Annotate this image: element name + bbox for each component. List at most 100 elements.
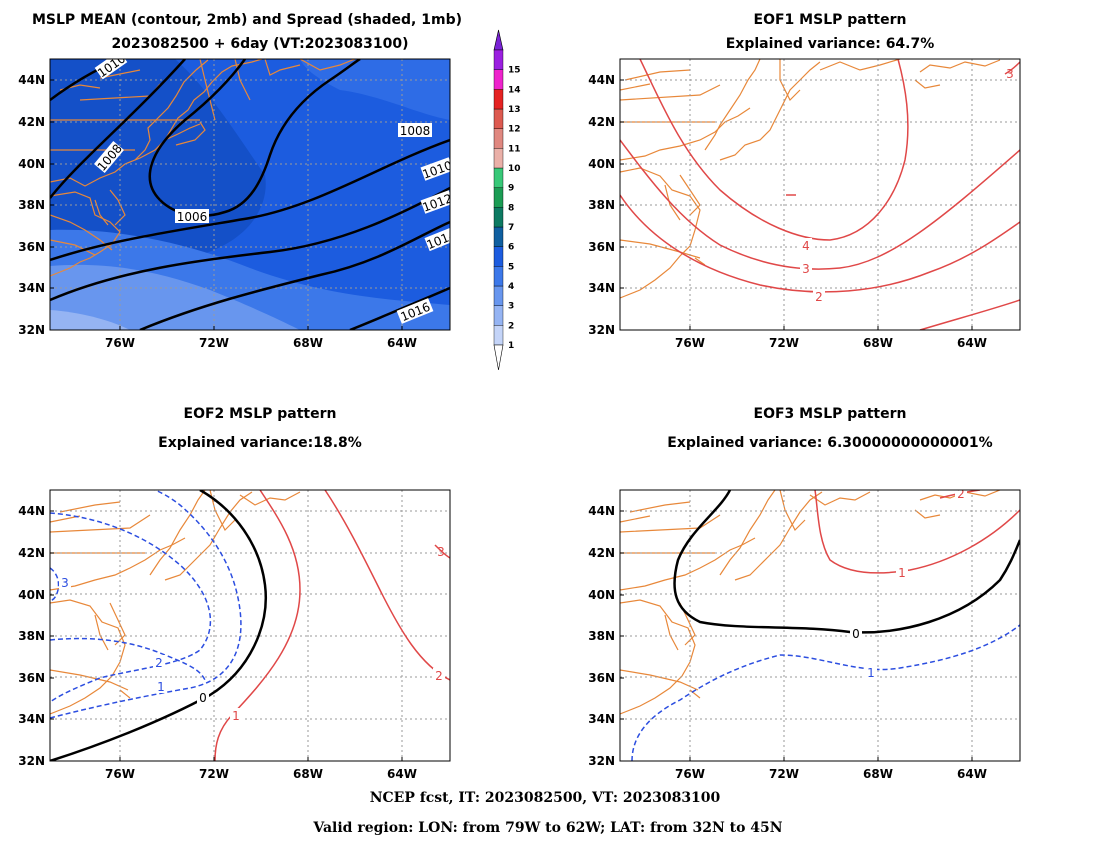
colorbar-label: 7 xyxy=(508,223,514,233)
lat-tick-label: 32N xyxy=(18,754,45,768)
eof2-labels: 3 2 1 0 1 2 3 xyxy=(59,545,445,723)
colorbar-swatch xyxy=(493,207,504,228)
contour-label: 1 xyxy=(898,566,906,580)
eof1-contours xyxy=(620,59,1020,330)
lon-tick-label: 76W xyxy=(675,767,705,781)
contour-label: 1 xyxy=(157,680,165,694)
lat-tick-label: 36N xyxy=(588,240,615,254)
contour-label: 3 xyxy=(437,545,445,559)
lat-tick-label: 38N xyxy=(588,629,615,643)
colorbar-swatch xyxy=(493,325,504,346)
contour-label: 3 xyxy=(1006,67,1014,81)
panel3-subtitle: Explained variance:18.8% xyxy=(158,435,362,451)
colorbar-swatch xyxy=(493,148,504,169)
contour-label: 2 xyxy=(155,656,163,670)
panel1-frame xyxy=(49,58,451,331)
lat-tick-label: 40N xyxy=(588,157,615,171)
lat-tick-label: 32N xyxy=(588,323,615,337)
lon-tick-label: 64W xyxy=(957,336,987,350)
lat-tick-label: 44N xyxy=(18,73,45,87)
colorbar-swatch xyxy=(493,128,504,149)
panel-eof1: EOF1 MSLP pattern Explained variance: 64… xyxy=(619,12,1021,331)
colorbar-swatch xyxy=(493,266,504,287)
lat-tick-label: 40N xyxy=(588,588,615,602)
lon-tick-label: 64W xyxy=(957,767,987,781)
lon-tick-label: 72W xyxy=(769,767,799,781)
lat-tick-label: 38N xyxy=(18,198,45,212)
eof2-zero-contour xyxy=(50,490,267,761)
lon-tick-label: 64W xyxy=(387,336,417,350)
colorbar-swatch xyxy=(493,167,504,188)
colorbar-swatch xyxy=(493,108,504,129)
colorbar-swatch xyxy=(493,69,504,90)
eof1-labels: 4 3 2 3 xyxy=(800,67,1014,304)
panel2-subtitle: Explained variance: 64.7% xyxy=(726,36,935,52)
contour-label: 0 xyxy=(199,691,207,705)
panel4-subtitle: Explained variance: 6.30000000000001% xyxy=(667,435,992,451)
colorbar-swatch xyxy=(493,305,504,326)
colorbar-label: 6 xyxy=(508,243,514,253)
coastlines xyxy=(620,59,1001,299)
colorbar-swatch xyxy=(493,285,504,306)
panel-mslp-mean: MSLP MEAN (contour, 2mb) and Spread (sha… xyxy=(32,12,462,331)
panel3-title: EOF2 MSLP pattern xyxy=(184,406,337,422)
gridlines xyxy=(620,59,1020,330)
footer-valid-region: Valid region: LON: from 79W to 62W; LAT:… xyxy=(312,820,782,836)
panel2-frame xyxy=(619,58,1021,331)
lat-tick-label: 38N xyxy=(18,629,45,643)
gridlines xyxy=(50,490,450,761)
panel4-frame xyxy=(619,489,1021,762)
lat-tick-label: 44N xyxy=(588,73,615,87)
colorbar-label: 2 xyxy=(508,321,514,331)
lat-tick-label: 34N xyxy=(18,281,45,295)
eof2-positive-contours xyxy=(214,490,450,761)
eof3-zero-contour xyxy=(673,490,1020,634)
lat-tick-label: 36N xyxy=(18,240,45,254)
contour-label: 2 xyxy=(957,487,965,501)
panel1-subtitle: 2023082500 + 6day (VT:2023083100) xyxy=(111,36,408,52)
lat-tick-label: 32N xyxy=(18,323,45,337)
colorbar-label: 13 xyxy=(508,105,521,115)
panel4-title: EOF3 MSLP pattern xyxy=(754,406,907,422)
contour-label: 0 xyxy=(852,627,860,641)
panel2-title: EOF1 MSLP pattern xyxy=(754,12,907,28)
lat-tick-label: 42N xyxy=(588,546,615,560)
colorbar-label: 8 xyxy=(508,203,514,213)
lat-tick-label: 42N xyxy=(18,546,45,560)
colorbar-label: 3 xyxy=(508,302,514,312)
isobar-label: 1006 xyxy=(177,210,208,224)
lat-tick-label: 34N xyxy=(18,712,45,726)
colorbar-label: 14 xyxy=(508,85,521,95)
spread-shading-3 xyxy=(50,264,300,330)
lon-tick-label: 64W xyxy=(387,767,417,781)
lat-tick-label: 44N xyxy=(18,504,45,518)
lon-tick-label: 72W xyxy=(199,336,229,350)
lon-tick-label: 68W xyxy=(293,336,323,350)
lon-tick-label: 76W xyxy=(105,767,135,781)
lat-tick-label: 38N xyxy=(588,198,615,212)
lat-tick-label: 32N xyxy=(588,754,615,768)
lon-tick-label: 76W xyxy=(105,336,135,350)
panel-eof3: EOF3 MSLP pattern Explained variance: 6.… xyxy=(619,406,1021,762)
colorbar-label: 15 xyxy=(508,66,521,76)
lat-tick-label: 44N xyxy=(588,504,615,518)
isobars xyxy=(50,59,450,330)
lon-tick-label: 72W xyxy=(769,336,799,350)
colorbar-swatch xyxy=(493,49,504,70)
lat-tick-label: 34N xyxy=(588,281,615,295)
colorbar-label: 11 xyxy=(508,144,521,154)
contour-label: 2 xyxy=(815,290,823,304)
colorbar-label: 9 xyxy=(508,184,514,194)
contour-label: 1 xyxy=(867,666,875,680)
gridlines xyxy=(50,59,450,330)
lat-tick-label: 42N xyxy=(18,115,45,129)
contour-label: 3 xyxy=(802,262,810,276)
lat-tick-label: 36N xyxy=(588,671,615,685)
panel3-frame xyxy=(49,489,451,762)
panel-eof2: EOF2 MSLP pattern Explained variance:18.… xyxy=(49,406,451,762)
eof2-negative-contours xyxy=(50,490,242,719)
spread-shading-core xyxy=(50,59,266,276)
colorbar-label: 4 xyxy=(508,282,514,292)
